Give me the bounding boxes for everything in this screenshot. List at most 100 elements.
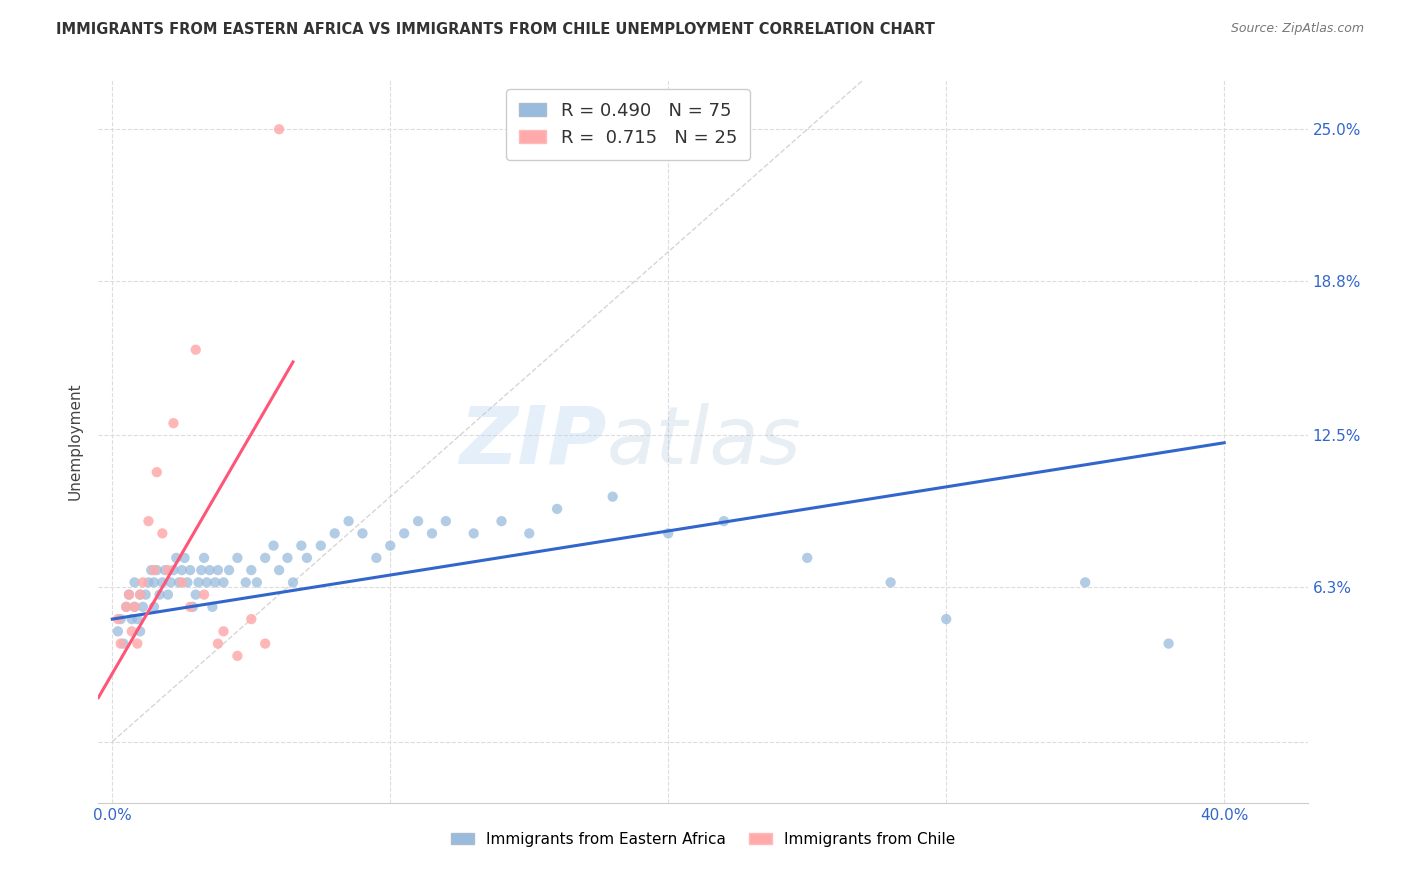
- Point: [176, 575, 198, 590]
- Point: [162, 416, 184, 430]
- Point: [935, 612, 957, 626]
- Point: [129, 624, 152, 639]
- Point: [124, 599, 146, 614]
- Point: [167, 575, 190, 590]
- Point: [124, 599, 146, 614]
- Point: [162, 563, 184, 577]
- Point: [148, 588, 170, 602]
- Point: [546, 502, 568, 516]
- Point: [392, 526, 415, 541]
- Point: [240, 612, 263, 626]
- Point: [295, 550, 318, 565]
- Point: [170, 575, 193, 590]
- Point: [226, 550, 249, 565]
- Point: [226, 648, 249, 663]
- Point: [657, 526, 679, 541]
- Point: [198, 563, 221, 577]
- Point: [246, 575, 269, 590]
- Point: [138, 575, 160, 590]
- Point: [269, 122, 291, 136]
- Point: [269, 563, 291, 577]
- Text: atlas: atlas: [606, 402, 801, 481]
- Point: [165, 550, 187, 565]
- Text: Source: ZipAtlas.com: Source: ZipAtlas.com: [1230, 22, 1364, 36]
- Text: IMMIGRANTS FROM EASTERN AFRICA VS IMMIGRANTS FROM CHILE UNEMPLOYMENT CORRELATION: IMMIGRANTS FROM EASTERN AFRICA VS IMMIGR…: [56, 22, 935, 37]
- Point: [127, 612, 149, 626]
- Point: [110, 612, 132, 626]
- Point: [193, 550, 215, 565]
- Point: [184, 588, 207, 602]
- Point: [143, 575, 166, 590]
- Point: [115, 599, 138, 614]
- Point: [201, 599, 224, 614]
- Point: [276, 550, 298, 565]
- Y-axis label: Unemployment: Unemployment: [67, 383, 83, 500]
- Point: [143, 599, 166, 614]
- Point: [491, 514, 513, 528]
- Point: [138, 514, 160, 528]
- Point: [127, 637, 149, 651]
- Point: [129, 588, 152, 602]
- Point: [146, 563, 169, 577]
- Point: [434, 514, 457, 528]
- Point: [150, 526, 173, 541]
- Point: [153, 563, 176, 577]
- Point: [118, 588, 141, 602]
- Point: [179, 563, 201, 577]
- Point: [204, 575, 226, 590]
- Point: [190, 563, 212, 577]
- Point: [170, 563, 193, 577]
- Point: [132, 575, 155, 590]
- Point: [115, 599, 138, 614]
- Point: [107, 624, 129, 639]
- Point: [420, 526, 443, 541]
- Point: [207, 563, 229, 577]
- Point: [380, 539, 402, 553]
- Point: [517, 526, 540, 541]
- Point: [1074, 575, 1097, 590]
- Point: [879, 575, 901, 590]
- Point: [110, 637, 132, 651]
- Point: [156, 588, 179, 602]
- Legend: Immigrants from Eastern Africa, Immigrants from Chile: Immigrants from Eastern Africa, Immigran…: [444, 826, 962, 853]
- Point: [179, 599, 201, 614]
- Point: [263, 539, 285, 553]
- Point: [146, 465, 169, 479]
- Point: [195, 575, 218, 590]
- Point: [212, 575, 235, 590]
- Point: [159, 575, 181, 590]
- Point: [290, 539, 312, 553]
- Point: [107, 612, 129, 626]
- Point: [187, 575, 209, 590]
- Point: [118, 588, 141, 602]
- Point: [337, 514, 360, 528]
- Point: [366, 550, 388, 565]
- Point: [235, 575, 257, 590]
- Point: [132, 599, 155, 614]
- Point: [156, 563, 179, 577]
- Point: [121, 624, 143, 639]
- Point: [240, 563, 263, 577]
- Point: [218, 563, 240, 577]
- Point: [281, 575, 304, 590]
- Point: [150, 575, 173, 590]
- Point: [121, 612, 143, 626]
- Point: [184, 343, 207, 357]
- Point: [713, 514, 735, 528]
- Point: [309, 539, 332, 553]
- Point: [181, 599, 204, 614]
- Point: [124, 575, 146, 590]
- Point: [212, 624, 235, 639]
- Point: [143, 563, 166, 577]
- Point: [141, 563, 163, 577]
- Text: ZIP: ZIP: [458, 402, 606, 481]
- Point: [796, 550, 818, 565]
- Point: [1157, 637, 1180, 651]
- Point: [135, 588, 157, 602]
- Point: [463, 526, 485, 541]
- Point: [254, 550, 277, 565]
- Point: [323, 526, 346, 541]
- Point: [112, 637, 135, 651]
- Point: [406, 514, 429, 528]
- Point: [352, 526, 374, 541]
